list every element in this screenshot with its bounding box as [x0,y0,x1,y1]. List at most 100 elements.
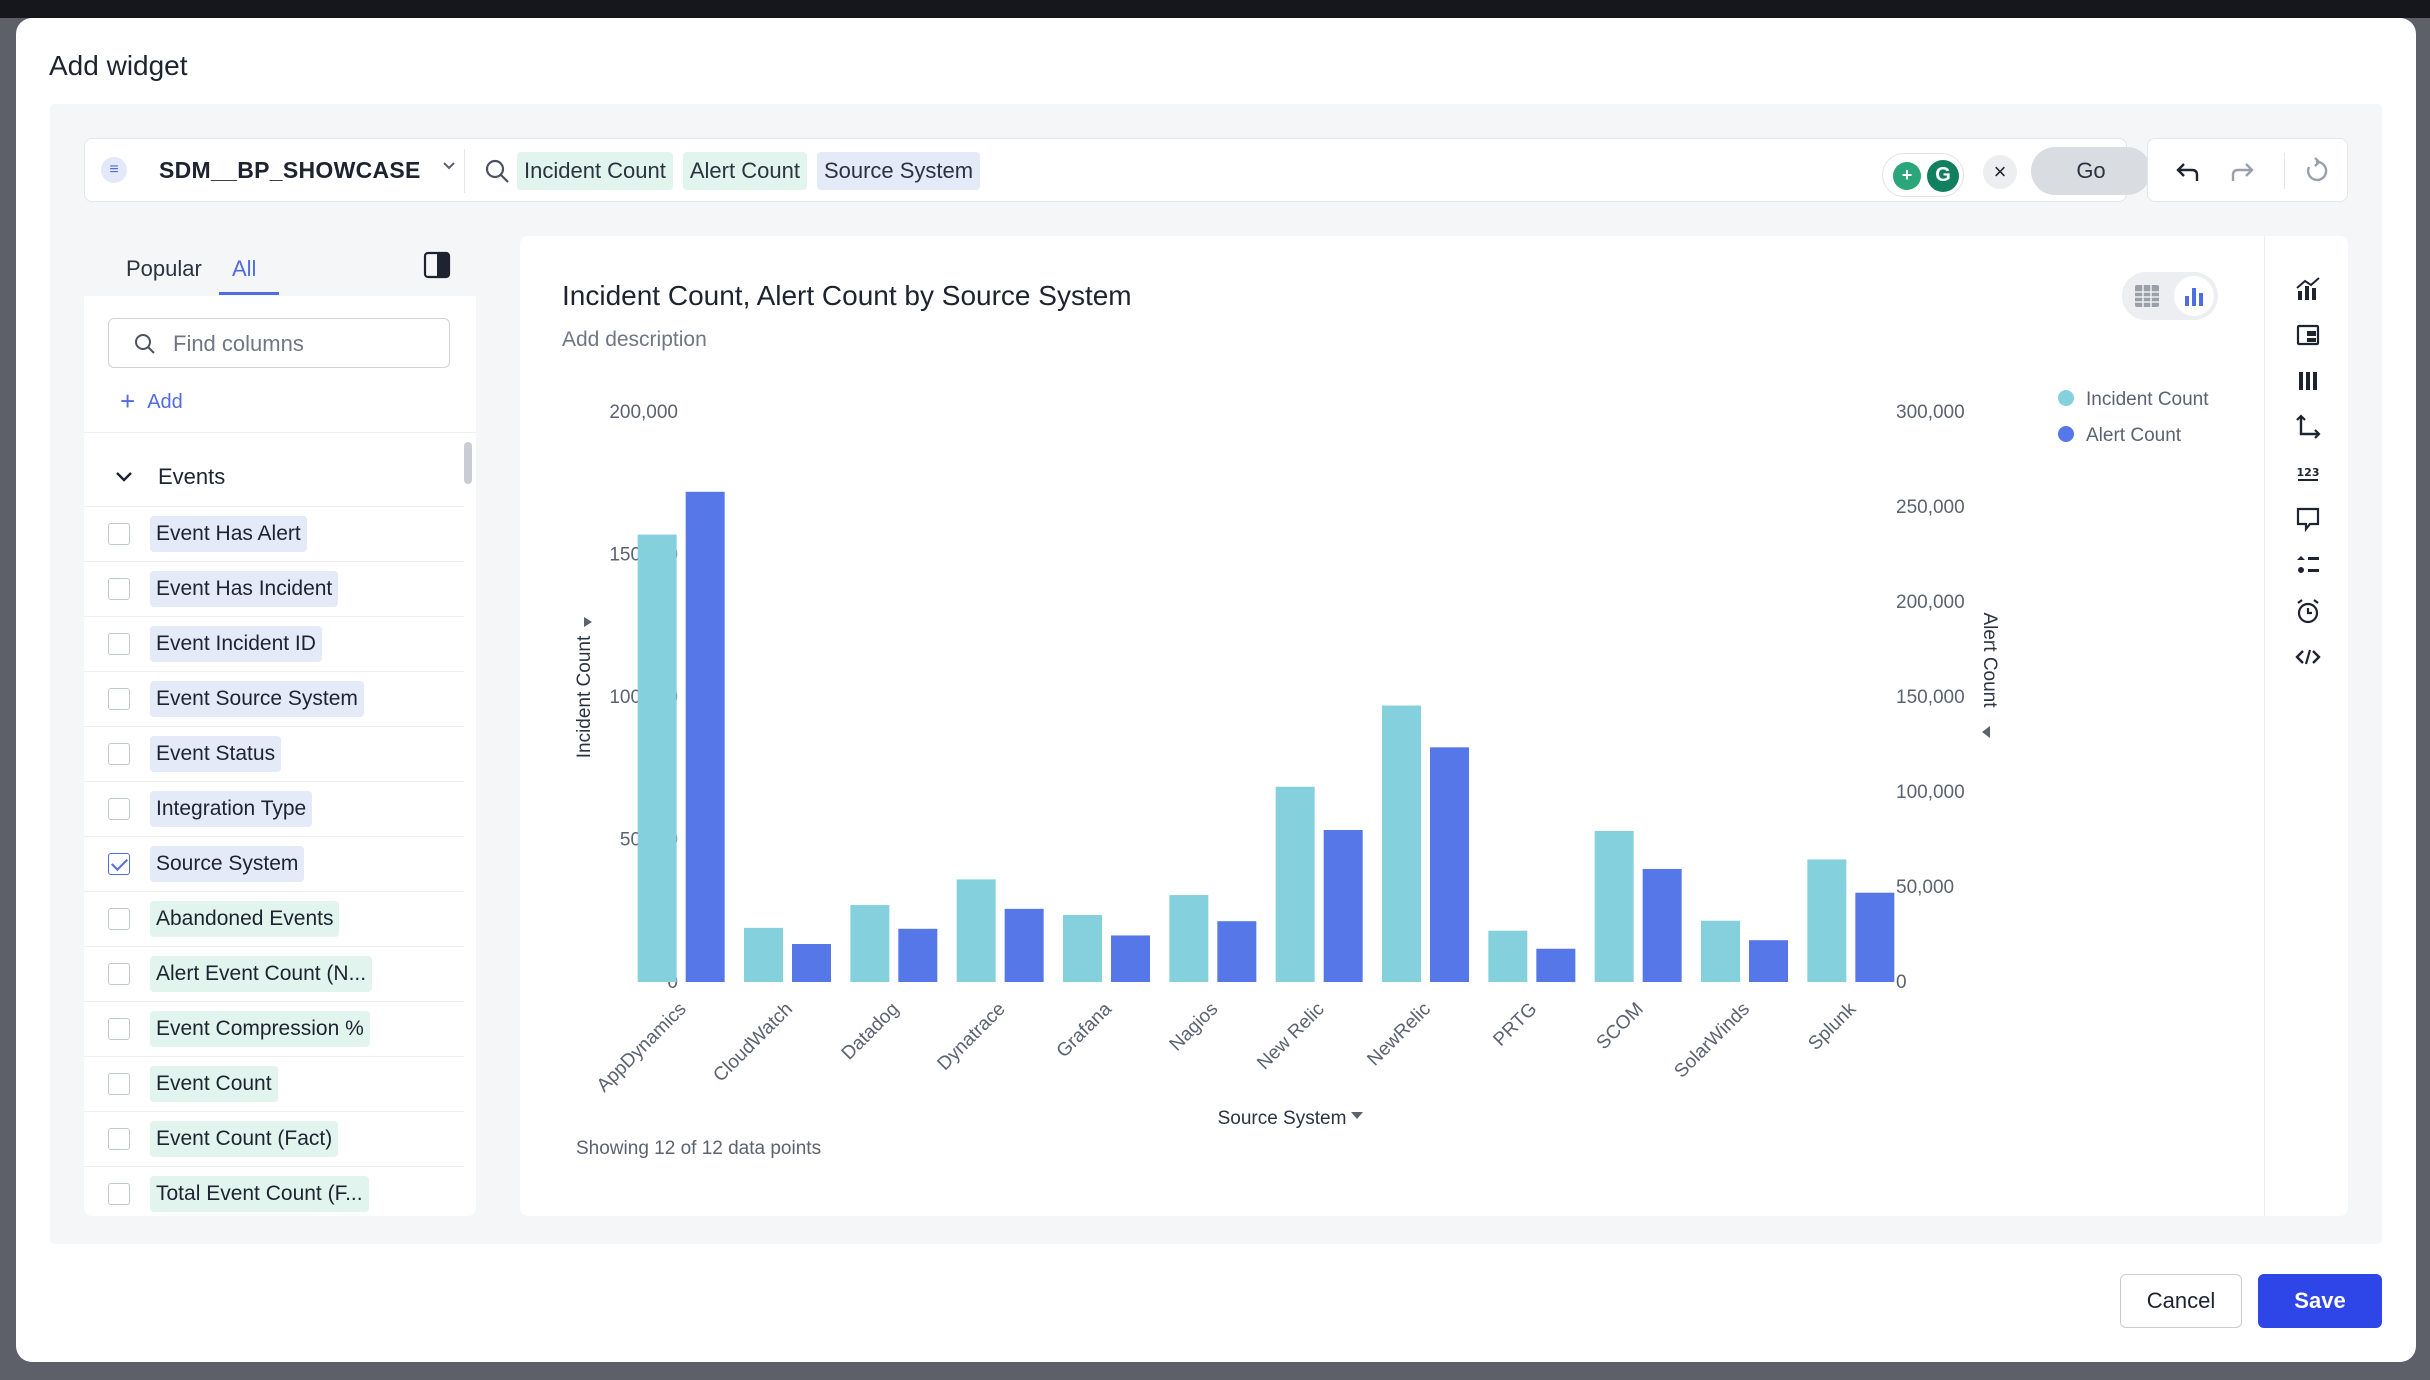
chevron-down-icon[interactable] [441,157,457,178]
column-checkbox[interactable] [108,523,130,545]
column-checkbox[interactable] [108,633,130,655]
chart-view-button[interactable] [2174,276,2214,316]
bar-incident-count [1063,915,1102,982]
column-label: Event Incident ID [150,626,322,662]
legend-swatch [2058,390,2074,406]
bar-alert-count [792,944,831,982]
column-row[interactable]: Event Status [84,726,464,781]
bar-alert-count [1430,747,1469,982]
x-axis-tick-label: NewRelic [1363,999,1435,1071]
x-axis-tick-label: AppDynamics [593,999,691,1097]
column-label: Integration Type [150,791,313,827]
find-columns-field[interactable] [108,318,450,368]
column-label: Total Event Count (F... [150,1176,369,1212]
chart-config-rail: 123 [2264,236,2348,1216]
panel-divider [84,432,476,433]
column-checkbox[interactable] [108,1018,130,1040]
x-axis-tick-label: Datadog [838,999,904,1065]
x-axis-tick-label: Grafana [1053,998,1117,1062]
column-row[interactable]: Integration Type [84,781,464,836]
column-checkbox[interactable] [108,963,130,985]
comment-icon[interactable] [2293,504,2323,534]
group-events-toggle[interactable]: Events [114,464,225,490]
column-row[interactable]: Event Count [84,1056,464,1111]
column-label: Event Source System [150,681,364,717]
column-row[interactable]: Event Count (Fact) [84,1111,464,1166]
reset-icon[interactable] [2300,155,2332,187]
panel-toggle-icon[interactable] [422,250,452,280]
left-axis-tick-label: 0 [667,972,678,993]
grammarly-add-icon[interactable]: + [1893,162,1921,190]
grammarly-widget[interactable]: + G [1882,153,1964,197]
x-axis-tick-label: Nagios [1166,999,1223,1056]
column-row[interactable]: Event Has Incident [84,561,464,616]
column-checkbox[interactable] [108,1183,130,1205]
bar-incident-count [744,927,783,982]
bar-incident-count [1594,830,1634,982]
column-row[interactable]: Abandoned Events [84,891,464,946]
column-checkbox[interactable] [108,853,130,875]
data-panel-tabs: Popular All [84,236,476,296]
search-tokens: Incident Count Alert Count Source System [517,152,981,190]
legend-icon[interactable] [2293,550,2323,580]
column-row[interactable]: Event Incident ID [84,616,464,671]
redo-icon[interactable] [2226,155,2258,187]
alert-icon[interactable] [2293,596,2323,626]
column-row[interactable]: Total Event Count (F... [84,1166,464,1216]
grammarly-logo-icon[interactable]: G [1927,160,1959,192]
column-checkbox[interactable] [108,743,130,765]
code-icon[interactable] [2293,642,2323,672]
bar-alert-count [1536,948,1576,982]
bar-chart: 050,000100,000150,000200,000050,000100,0… [574,389,2209,1129]
add-column-label: Add [147,391,183,413]
find-columns-input[interactable] [173,329,433,359]
column-row[interactable]: Event Source System [84,671,464,726]
column-row[interactable]: Source System [84,836,464,891]
number-format-icon[interactable]: 123 [2293,458,2323,488]
column-checkbox[interactable] [108,798,130,820]
x-axis-tick-label: New Relic [1253,999,1328,1074]
view-toggle [2122,272,2218,320]
bar-alert-count [1111,935,1150,982]
chart-description[interactable]: Add description [562,328,707,351]
x-axis-tick-label: Splunk [1804,998,1860,1054]
undo-icon[interactable] [2172,155,2204,187]
search-token-source-system[interactable]: Source System [816,152,981,190]
search-token-alert-count[interactable]: Alert Count [682,152,807,190]
chart-title[interactable]: Incident Count, Alert Count by Source Sy… [562,280,1132,311]
table-view-icon[interactable] [2132,282,2162,310]
column-checkbox[interactable] [108,908,130,930]
configure-icon[interactable] [2293,320,2323,350]
right-axis-tick-label: 0 [1896,972,1907,993]
add-column-button[interactable]: + Add [120,386,183,417]
svg-text:123: 123 [2297,466,2320,479]
bar-incident-count [1275,786,1315,982]
search-token-incident-count[interactable]: Incident Count [517,152,673,190]
column-row[interactable]: Alert Event Count (N... [84,946,464,1001]
chart-type-icon[interactable] [2293,274,2323,304]
right-axis-tick-label: 150,000 [1896,687,1965,708]
bar-incident-count [1701,920,1740,982]
go-button[interactable]: Go [2031,147,2151,195]
columns-icon[interactable] [2293,366,2323,396]
column-checkbox[interactable] [108,688,130,710]
bar-incident-count [850,905,890,982]
column-checkbox[interactable] [108,578,130,600]
left-axis-title: Incident Count [574,635,595,758]
bar-alert-count [1642,868,1682,982]
x-axis-tick-label: Dynatrace [934,999,1010,1075]
column-checkbox[interactable] [108,1073,130,1095]
axis-icon[interactable] [2293,412,2323,442]
tab-popular[interactable]: Popular [126,256,202,281]
clear-search-button[interactable]: × [1983,155,2017,189]
worksheet-selector[interactable]: SDM__BP_SHOWCASE [159,157,421,183]
save-button[interactable]: Save [2258,1274,2382,1328]
bar-incident-count [1382,705,1421,982]
cancel-button[interactable]: Cancel [2120,1274,2242,1328]
app-top-strip [0,0,2430,18]
column-list-scrollbar[interactable] [464,442,472,484]
column-row[interactable]: Event Compression % [84,1001,464,1056]
tab-all[interactable]: All [232,256,257,281]
column-checkbox[interactable] [108,1128,130,1150]
column-row[interactable]: Event Has Alert [84,506,464,561]
